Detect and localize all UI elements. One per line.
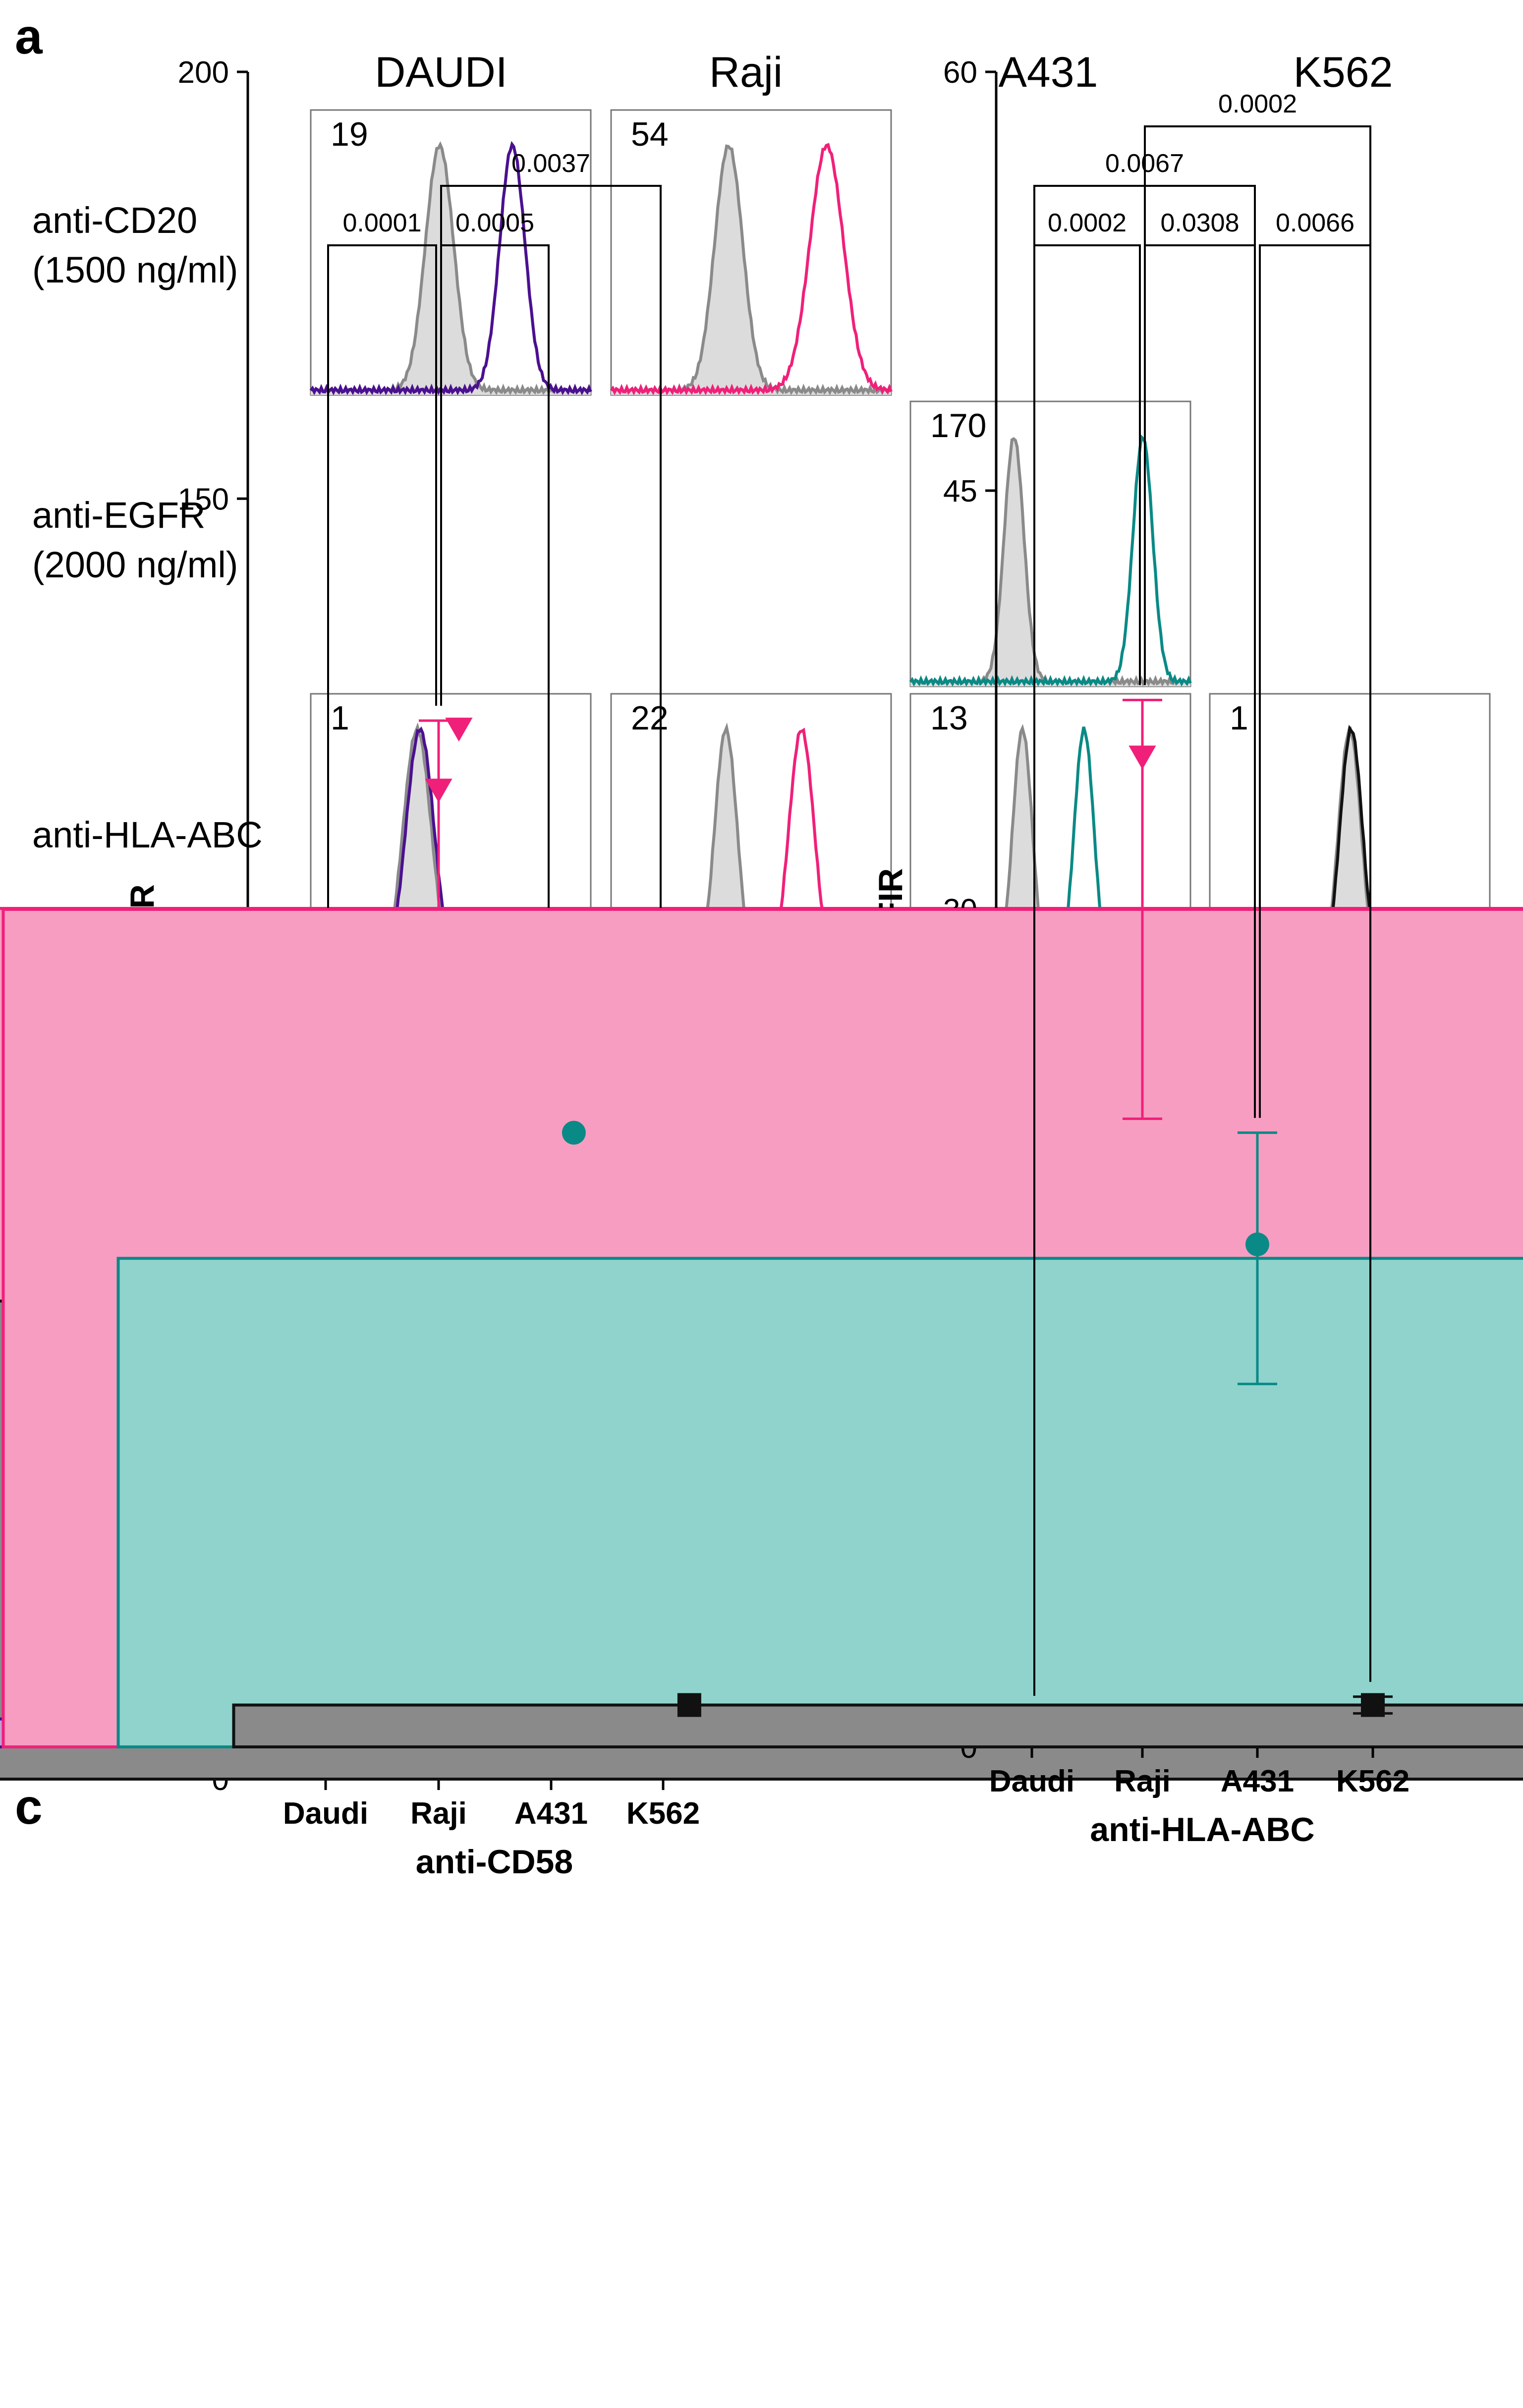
category-label: Raji — [410, 1796, 467, 1831]
column-header: A431 — [999, 49, 1098, 96]
category-label: K562 — [626, 1796, 700, 1831]
histogram-mfi-value: 22 — [631, 699, 669, 737]
p-value-label: 0.0308 — [1160, 209, 1239, 237]
histogram-panel: 19 — [309, 109, 592, 396]
replicate-point — [1245, 1232, 1269, 1256]
column-header: K562 — [1294, 49, 1393, 96]
significance-bracket — [440, 185, 662, 1269]
replicate-point — [1361, 1693, 1385, 1717]
y-tick-label: 45 — [943, 474, 977, 508]
panel-label-a: a — [15, 9, 43, 64]
row-label: anti-HLA-ABC — [32, 814, 263, 855]
y-tick-label: 60 — [943, 56, 977, 90]
x-axis-title: anti-CD58 — [416, 1843, 573, 1881]
y-tick-label: 150 — [178, 482, 229, 516]
histogram-mfi-value: 170 — [930, 407, 986, 445]
replicate-point — [1128, 745, 1156, 770]
stained-histogram-line — [610, 143, 893, 395]
column-header: DAUDI — [375, 49, 508, 96]
category-label: Daudi — [283, 1796, 368, 1831]
replicate-point — [445, 718, 473, 742]
histogram-mfi-value: 19 — [331, 115, 368, 153]
panel-label-c: c — [15, 1779, 43, 1835]
histogram-mfi-value: 54 — [631, 115, 669, 153]
isotype-histogram-fill — [1210, 727, 1490, 979]
bar — [232, 1703, 1523, 1748]
category-label: K562 — [1336, 1764, 1410, 1798]
panel-c-hla-bars: 015304560MFIRDaudiRajiA431K562anti-HLA-A… — [0, 56, 1523, 1848]
significance-bracket — [1144, 125, 1371, 1682]
p-value-label: 0.0066 — [1276, 209, 1354, 237]
category-label: Daudi — [989, 1764, 1074, 1798]
replicate-point — [562, 1120, 586, 1145]
p-value-label: 0.0001 — [342, 209, 421, 237]
x-axis-title: anti-HLA-ABC — [1090, 1811, 1314, 1848]
replicate-point — [425, 779, 452, 803]
stained-histogram-line — [909, 434, 1192, 687]
category-label: A431 — [1221, 1764, 1294, 1798]
category-label: A431 — [514, 1796, 588, 1831]
p-value-label: 0.0002 — [1048, 209, 1127, 237]
histogram-panel: 170 — [909, 400, 1192, 687]
histogram-panel: 54 — [610, 109, 893, 396]
replicate-point — [677, 1693, 701, 1717]
p-value-label: 0.0005 — [455, 209, 534, 237]
histogram-frame — [909, 400, 1191, 687]
histogram-mfi-value: 1 — [1230, 699, 1248, 737]
row-label: (2000 ng/ml) — [32, 544, 238, 585]
bar — [116, 1257, 1523, 1749]
column-header: Raji — [709, 49, 783, 96]
category-label: Raji — [1114, 1764, 1171, 1798]
isotype-histogram-fill — [611, 146, 891, 395]
y-tick-label: 200 — [178, 56, 229, 90]
row-label: anti-CD20 — [32, 200, 197, 241]
p-value-label: 0.0002 — [1218, 90, 1297, 118]
stained-histogram-line — [309, 141, 592, 395]
row-label: (1500 ng/ml) — [32, 249, 238, 290]
row-label: anti-EGFR — [32, 495, 206, 536]
histogram-mfi-value: 1 — [331, 699, 349, 737]
panel-a-histograms: DAUDI Raji A431 K562 anti-CD20 (1500 ng/ml) an… — [32, 49, 1491, 980]
significance-bracket — [327, 244, 437, 1525]
histogram-mfi-value: 13 — [930, 699, 968, 737]
p-value-label: 0.0037 — [511, 149, 590, 178]
isotype-histogram-fill — [311, 144, 591, 395]
